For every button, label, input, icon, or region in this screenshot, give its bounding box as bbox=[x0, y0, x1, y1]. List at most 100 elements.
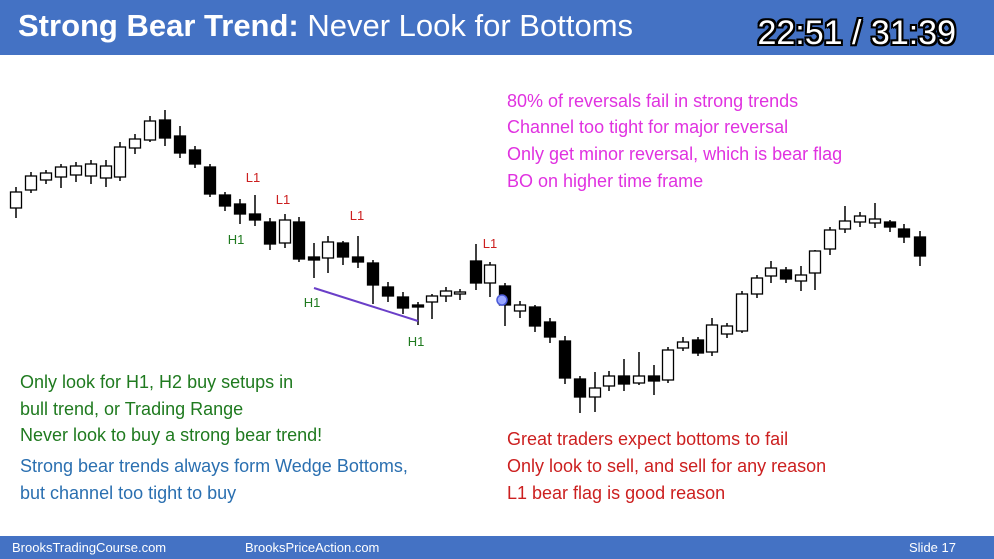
candle bbox=[425, 294, 439, 319]
bull-candle-body bbox=[705, 324, 719, 353]
bear-candle-body bbox=[617, 375, 631, 385]
candle bbox=[439, 287, 453, 302]
candle bbox=[632, 352, 646, 385]
candle bbox=[143, 116, 157, 142]
bull-candle-body bbox=[54, 166, 68, 178]
bull-candle-body bbox=[720, 325, 734, 335]
bear-candle-body bbox=[913, 236, 927, 257]
candle bbox=[69, 162, 83, 182]
candle bbox=[853, 212, 867, 227]
bear-candle-body bbox=[381, 286, 395, 297]
bear-candle-body bbox=[897, 228, 911, 238]
candle bbox=[868, 203, 882, 228]
candle bbox=[54, 164, 68, 188]
candle bbox=[9, 187, 23, 218]
h1-label: H1 bbox=[228, 232, 245, 247]
candle bbox=[411, 302, 425, 325]
note-magenta-3: Only get minor reversal, which is bear f… bbox=[507, 144, 843, 164]
candle bbox=[84, 160, 98, 184]
bull-candle-body bbox=[113, 146, 127, 178]
bear-candle-body bbox=[396, 296, 410, 309]
candle bbox=[188, 146, 202, 168]
h1-label: H1 bbox=[408, 334, 425, 349]
bull-candle-body bbox=[513, 304, 527, 312]
footer-site-left: BrooksTradingCourse.com bbox=[12, 540, 167, 555]
bull-candle-body bbox=[39, 172, 53, 181]
bear-candle-body bbox=[233, 203, 247, 215]
candle bbox=[617, 359, 631, 391]
bear-candle-body bbox=[158, 119, 172, 139]
bull-candle-body bbox=[602, 375, 616, 387]
bull-candle-body bbox=[823, 229, 837, 250]
bear-candle-body bbox=[203, 166, 217, 195]
l1-label: L1 bbox=[246, 170, 260, 185]
bear-candle-body bbox=[263, 221, 277, 245]
l1-label: L1 bbox=[483, 236, 497, 251]
bull-candle-body bbox=[128, 138, 142, 149]
bull-candle-body bbox=[439, 290, 453, 297]
note-magenta-1: 80% of reversals fail in strong trends bbox=[507, 91, 799, 111]
candle bbox=[661, 347, 675, 383]
candle bbox=[351, 236, 365, 268]
bear-candle-body bbox=[292, 221, 306, 260]
candle bbox=[588, 372, 602, 412]
candle bbox=[321, 236, 335, 273]
note-red-3: L1 bear flag is good reason bbox=[507, 483, 726, 503]
bull-candle-body bbox=[838, 220, 852, 230]
bear-candle-body bbox=[528, 306, 542, 327]
footer-bar: BrooksTradingCourse.com BrooksPriceActio… bbox=[0, 536, 994, 559]
candle bbox=[278, 214, 292, 248]
bull-candle-body bbox=[84, 163, 98, 177]
candle bbox=[735, 291, 749, 333]
candle bbox=[691, 337, 705, 356]
candle bbox=[750, 275, 764, 298]
candle bbox=[720, 323, 734, 338]
candle bbox=[705, 318, 719, 356]
note-blue-1: Strong bear trends always form Wedge Bot… bbox=[20, 456, 408, 476]
candle bbox=[513, 301, 527, 318]
candle bbox=[173, 126, 187, 158]
candle bbox=[381, 282, 395, 302]
bear-candle-body bbox=[558, 340, 572, 379]
slide-title: Strong Bear Trend: Never Look for Bottom… bbox=[18, 6, 633, 46]
bull-candle-body bbox=[24, 175, 38, 191]
footer-slide-number: Slide 17 bbox=[909, 540, 956, 555]
bear-candle-body bbox=[691, 339, 705, 354]
bull-candle-body bbox=[868, 218, 882, 224]
bear-candle-body bbox=[188, 149, 202, 165]
bull-candle-body bbox=[9, 191, 23, 209]
note-green-1: Only look for H1, H2 buy setups in bbox=[20, 372, 294, 392]
candle bbox=[233, 199, 247, 224]
bear-candle-body bbox=[336, 242, 350, 258]
bear-candle-body bbox=[469, 260, 483, 284]
candle bbox=[469, 244, 483, 290]
bear-candle-body bbox=[779, 269, 793, 280]
candle bbox=[483, 262, 497, 297]
candle bbox=[99, 160, 113, 187]
candle bbox=[128, 134, 142, 154]
bull-candle-body bbox=[99, 165, 113, 179]
candle bbox=[676, 337, 690, 351]
wedge-line bbox=[313, 287, 419, 322]
candle bbox=[218, 192, 232, 211]
bull-candle-body bbox=[735, 293, 749, 332]
bear-candle-body bbox=[307, 256, 321, 261]
note-green-3: Never look to buy a strong bear trend! bbox=[20, 425, 323, 445]
note-green-2: bull trend, or Trading Range bbox=[20, 399, 244, 419]
candle bbox=[113, 142, 127, 181]
candle bbox=[307, 243, 321, 278]
bull-candle-body bbox=[764, 267, 778, 277]
candle bbox=[897, 224, 911, 243]
candle bbox=[808, 250, 822, 290]
bull-candle-body bbox=[661, 349, 675, 381]
note-magenta-4: BO on higher time frame bbox=[507, 171, 704, 191]
note-magenta-2: Channel too tight for major reversal bbox=[507, 117, 789, 137]
candle bbox=[528, 305, 542, 332]
candle bbox=[764, 261, 778, 283]
candle bbox=[913, 231, 927, 266]
l1-label: L1 bbox=[276, 192, 290, 207]
slide-title-rest: Never Look for Bottoms bbox=[298, 8, 634, 43]
candle bbox=[602, 371, 616, 391]
candle bbox=[823, 227, 837, 255]
bear-candle-body bbox=[543, 321, 557, 338]
